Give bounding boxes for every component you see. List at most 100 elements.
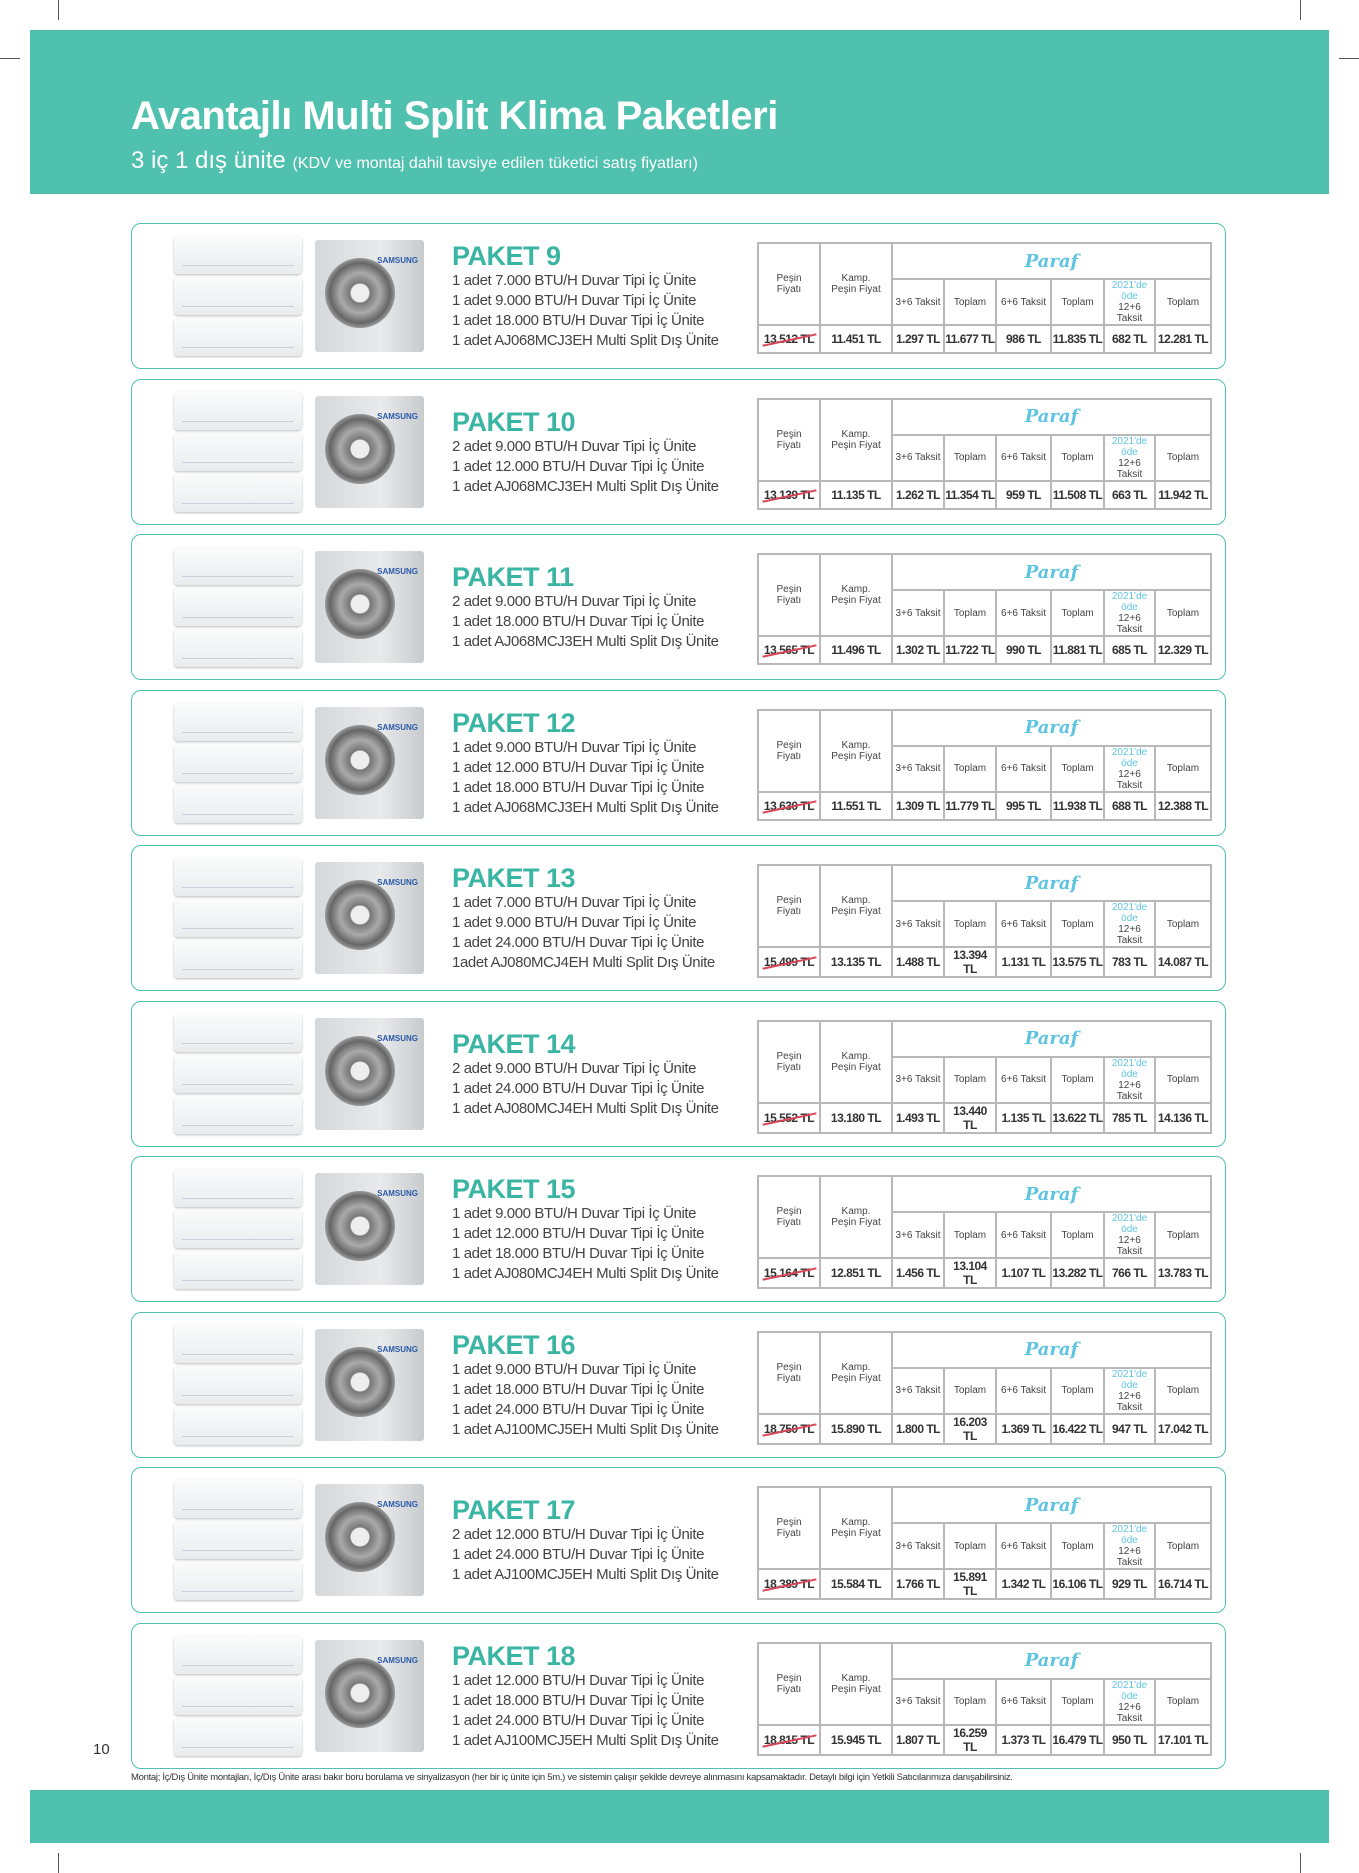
fan-icon <box>325 1035 395 1106</box>
kamp-header: Kamp. Peşin Fiyat <box>819 1175 893 1259</box>
table-row: 15.552 TL 13.180 TL 1.493 TL 13.440 TL 1.135… <box>757 1101 1212 1134</box>
price-cell: 12.388 TL <box>1154 790 1212 821</box>
price-value: 16.259 TL <box>953 1725 987 1754</box>
indoor-unit-image <box>174 1406 302 1445</box>
pesin-label: Peşin <box>776 895 802 906</box>
paraf-logo: Paraf <box>891 1175 1212 1213</box>
price-table-body: Peşin Fiyatı Kamp. Peşin Fiyat Paraf 3+6 Taks… <box>757 708 1212 821</box>
column-header: Toplam <box>943 433 997 482</box>
fan-icon <box>325 1191 395 1261</box>
price-cell: 14.136 TL <box>1154 1101 1212 1134</box>
indoor-unit-image <box>174 858 302 896</box>
indoor-unit-image <box>174 1521 302 1559</box>
price-cell: 11.677 TL <box>943 324 997 354</box>
package-line: 1 adet 18.000 BTU/H Duvar Tipi İç Ünite <box>452 1691 705 1709</box>
package-title: PAKET 14 <box>452 1028 576 1059</box>
table-row: 18.815 TL 15.945 TL 1.807 TL 16.259 TL 1.373… <box>757 1723 1212 1756</box>
package-line: 1 adet 9.000 BTU/H Duvar Tipi İç Ünite <box>452 292 697 309</box>
price-cell: 15.891 TL <box>943 1568 997 1600</box>
indoor-unit-image <box>174 473 302 512</box>
column-header: 6+6 Taksit <box>995 278 1052 326</box>
kamp-header: Kamp. Peşin Fiyat <box>819 1486 893 1570</box>
price-value: 663 TL <box>1111 487 1148 502</box>
price-cell: 682 TL <box>1103 324 1156 354</box>
brand-label: SAMSUNG <box>377 878 418 887</box>
table-row: 3+6 Taksit Toplam 6+6 Taksit Toplam 2021'de ö… <box>758 1522 1212 1570</box>
price-cell: 11.451 TL <box>819 324 893 354</box>
package-line: 1 adet AJ100MCJ5EH Multi Split Dış Ünite <box>452 1566 719 1583</box>
table-row: 3+6 Taksit Toplam 6+6 Taksit Toplam 2021'de ö… <box>758 589 1212 637</box>
price-cell: 13.135 TL <box>819 946 893 978</box>
indoor-unit-image <box>174 743 302 782</box>
column-header: Toplam <box>1050 1522 1105 1570</box>
price-cell: 13.394 TL <box>943 946 997 978</box>
installment-label: 12+6 Taksit <box>1116 613 1143 635</box>
price-value: 16.422 TL <box>1052 1421 1103 1436</box>
column-header: 3+6 Taksit <box>891 1522 945 1570</box>
ode-2021-label: 2021'de <box>1111 1368 1148 1380</box>
package-line: 1 adet AJ080MCJ4EH Multi Split Dış Ünite <box>452 1265 719 1282</box>
fan-icon <box>325 413 395 484</box>
package-line: 1 adet 24.000 BTU/H Duvar Tipi İç Ünite <box>452 1079 705 1097</box>
column-header: Toplam <box>1050 589 1105 637</box>
ode-2021-label: 2021'de <box>1111 746 1148 758</box>
column-header: 3+6 Taksit <box>891 433 945 482</box>
price-cell: 783 TL <box>1103 946 1156 978</box>
package-info: PAKET 14 2 adet 9.000 BTU/H Duvar Tipi İç… <box>452 1002 757 1146</box>
package-card: SAMSUNG PAKET 13 1 adet 7.000 BTU/H Duvar … <box>131 845 1226 991</box>
column-header: 3+6 Taksit <box>891 278 945 326</box>
price-cell: 13.622 TL <box>1050 1101 1105 1134</box>
indoor-unit-image <box>174 1676 302 1715</box>
column-header: Toplam <box>1050 900 1105 948</box>
installment-label: 12+6 Taksit <box>1116 457 1143 480</box>
indoor-unit-image <box>174 899 302 937</box>
indoor-unit-image <box>174 629 302 667</box>
package-line: 1 adet 12.000 BTU/H Duvar Tipi İç Ünite <box>452 1225 705 1242</box>
pesin-header: Peşin Fiyatı <box>757 1641 821 1726</box>
price-table: Peşin Fiyatı Kamp. Peşin Fiyat Paraf 3+6 Taks… <box>757 1486 1212 1600</box>
outdoor-unit-image: SAMSUNG <box>315 551 424 663</box>
price-value: 1.302 TL <box>895 643 941 657</box>
brand-label: SAMSUNG <box>377 567 418 576</box>
kamp-header: Kamp. Peşin Fiyat <box>819 1641 893 1726</box>
indoor-unit-image <box>174 318 302 356</box>
table-row: 15.499 TL 13.135 TL 1.488 TL 13.394 TL 1.131… <box>757 946 1212 978</box>
old-price-cell: 15.499 TL <box>757 946 821 978</box>
ode-2021-label: 2021'de <box>1111 280 1148 291</box>
table-row: 3+6 Taksit Toplam 6+6 Taksit Toplam 2021'de ö… <box>758 433 1212 482</box>
price-value: 11.135 TL <box>831 487 881 502</box>
price-value: 950 TL <box>1111 1732 1148 1747</box>
price-value: 688 TL <box>1111 798 1148 813</box>
price-cell: 11.354 TL <box>943 479 997 510</box>
price-cell: 16.203 TL <box>943 1412 997 1445</box>
pesin-header: Peşin Fiyatı <box>757 1330 821 1415</box>
fan-icon <box>325 258 395 328</box>
price-cell: 17.101 TL <box>1154 1723 1212 1756</box>
package-line: 1 adet 18.000 BTU/H Duvar Tipi İç Ünite <box>452 312 705 329</box>
ode-2021-label: 2021'de <box>1111 435 1148 447</box>
pesin-label: Fiyatı <box>776 284 802 295</box>
price-cell: 1.800 TL <box>891 1412 945 1445</box>
price-value: 15.891 TL <box>953 1570 987 1598</box>
pesin-label: Fiyatı <box>776 1217 802 1228</box>
kamp-label: Kamp. <box>841 895 871 906</box>
price-value: 13.180 TL <box>830 1110 882 1125</box>
old-price: 18.750 TL <box>763 1421 815 1436</box>
price-value: 1.373 TL <box>1001 1732 1046 1747</box>
package-line: 1 adet 9.000 BTU/H Duvar Tipi İç Ünite <box>452 1360 697 1378</box>
price-cell: 11.881 TL <box>1050 635 1105 665</box>
column-header: Toplam <box>943 278 997 326</box>
table-row: 3+6 Taksit Toplam 6+6 Taksit Toplam 2021'de ö… <box>758 1677 1212 1726</box>
table-row: 13.139 TL 11.135 TL 1.262 TL 11.354 TL 959 T… <box>757 479 1212 510</box>
column-header: Toplam <box>1050 1211 1105 1259</box>
package-line: 1 adet 12.000 BTU/H Duvar Tipi İç Ünite <box>452 457 705 475</box>
indoor-unit-image <box>174 1169 302 1207</box>
ode-2021-label: öde <box>1121 757 1138 769</box>
price-table: Peşin Fiyatı Kamp. Peşin Fiyat Paraf 3+6 Taks… <box>757 708 1212 821</box>
price-cell: 13.104 TL <box>943 1257 997 1289</box>
package-title: PAKET 12 <box>452 707 576 738</box>
indoor-unit-image <box>174 432 302 471</box>
outdoor-unit-image: SAMSUNG <box>315 240 424 352</box>
price-cell: 16.259 TL <box>943 1723 997 1756</box>
crop-mark <box>58 1853 59 1873</box>
